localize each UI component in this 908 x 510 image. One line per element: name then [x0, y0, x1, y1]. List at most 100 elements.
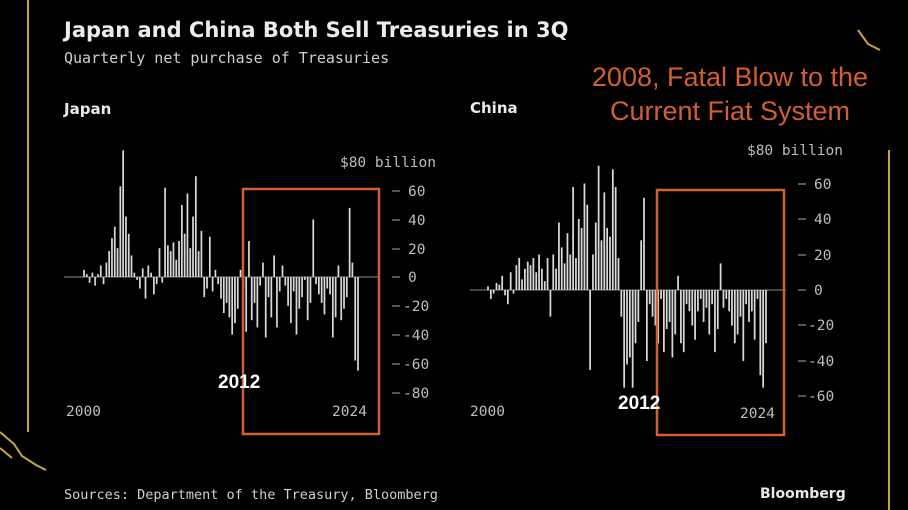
japan-x-tick-label: 2000: [66, 404, 101, 420]
china-bar: [558, 222, 560, 290]
china-bar: [583, 183, 586, 290]
china-y-tick-label: 60: [814, 177, 831, 193]
japan-y-tick-label: 20: [408, 242, 425, 258]
japan-bar: [153, 277, 155, 295]
japan-bar: [113, 226, 116, 277]
china-y-tick: -20: [798, 318, 834, 334]
gold-crack-left-2: [0, 447, 13, 459]
china-bar: [526, 261, 529, 290]
china-bar: [677, 275, 679, 290]
japan-bar: [267, 277, 270, 298]
china-panel-title: China: [470, 99, 518, 117]
japan-bar: [94, 277, 97, 286]
japan-panel: Japan $80 billion 60 40 20 0 -20 -40 -60…: [63, 100, 436, 436]
china-bar: [509, 272, 512, 290]
china-y-tick-label: 40: [814, 212, 831, 228]
china-bar: [569, 254, 572, 290]
japan-bar: [220, 277, 222, 299]
china-bar: [719, 263, 722, 291]
china-bar: [506, 290, 509, 305]
gold-crack-left: [0, 431, 47, 471]
china-bar: [640, 240, 643, 290]
japan-bar: [331, 277, 334, 338]
japan-bar: [206, 277, 208, 289]
japan-y-tick: 60: [392, 184, 425, 200]
japan-bar: [323, 277, 326, 315]
japan-bar: [295, 277, 298, 335]
china-bar: [716, 290, 719, 330]
chart-subtitle: Quarterly net purchase of Treasuries: [64, 49, 390, 67]
japan-y-tick-label: -80: [403, 386, 429, 402]
china-bar: [674, 290, 677, 335]
japan-bar: [236, 277, 239, 309]
china-bar: [688, 290, 691, 312]
japan-bar: [214, 269, 217, 277]
china-bar: [521, 279, 523, 290]
china-bar: [759, 290, 762, 376]
overlay-caption-line-2: Current Fiat System: [609, 96, 851, 126]
japan-bar: [130, 255, 133, 277]
china-bar: [714, 290, 716, 353]
japan-bar: [197, 251, 200, 277]
japan-bar: [83, 269, 85, 277]
japan-y-tick-label: -20: [403, 299, 429, 315]
china-bar: [515, 265, 518, 290]
japan-bar: [273, 255, 275, 277]
japan-bar: [259, 277, 262, 286]
japan-y-tick-label: -40: [403, 328, 429, 344]
china-bar: [549, 290, 552, 317]
china-bar: [512, 290, 515, 294]
japan-bar: [317, 277, 320, 295]
japan-y-tick: -80: [392, 386, 429, 402]
japan-bar: [155, 277, 158, 285]
china-x-tick-label: 2000: [470, 404, 505, 420]
japan-bar: [315, 277, 317, 285]
china-bar: [699, 290, 702, 299]
japan-bar: [105, 262, 108, 277]
china-bar: [524, 268, 526, 290]
japan-bar: [337, 265, 340, 277]
china-bar: [518, 258, 521, 290]
japan-bar: [287, 277, 289, 306]
china-bar: [631, 290, 634, 388]
china-bar: [702, 290, 705, 322]
china-bar: [611, 169, 614, 290]
japan-bar: [164, 187, 166, 277]
japan-bar: [290, 277, 292, 324]
china-bar: [731, 290, 733, 326]
japan-bar: [320, 277, 323, 303]
japan-bar: [278, 277, 281, 292]
source-note: Sources: Department of the Treasury, Blo…: [64, 487, 438, 503]
japan-bar: [340, 277, 343, 321]
china-bar: [685, 290, 688, 305]
china-bar: [495, 282, 498, 290]
china-bar: [628, 290, 631, 358]
china-bar: [691, 290, 694, 326]
china-bar: [722, 290, 725, 308]
japan-bar: [270, 277, 273, 318]
japan-bar: [97, 274, 99, 277]
china-bar: [606, 227, 609, 291]
japan-bar: [85, 274, 88, 277]
china-bar: [651, 290, 654, 317]
china-bar: [572, 187, 574, 290]
china-x-tick-label: 2024: [740, 406, 775, 422]
japan-y-tick: -40: [392, 328, 429, 344]
japan-bar: [306, 277, 309, 321]
japan-annotation-2012: 2012: [218, 372, 260, 393]
china-bar: [637, 290, 640, 322]
japan-y-tick: -20: [392, 299, 429, 315]
japan-bar: [180, 205, 183, 277]
japan-bar: [178, 241, 180, 277]
china-bars: [487, 165, 767, 388]
china-bar: [492, 290, 495, 294]
china-bar: [600, 240, 603, 290]
japan-bar: [225, 277, 228, 303]
japan-bar: [139, 277, 141, 289]
japan-highlight-box: [241, 187, 381, 436]
japan-bar: [217, 277, 220, 285]
japan-bar: [183, 233, 186, 277]
china-bar: [580, 227, 583, 291]
china-bar: [708, 290, 711, 335]
japan-bar: [304, 277, 306, 280]
